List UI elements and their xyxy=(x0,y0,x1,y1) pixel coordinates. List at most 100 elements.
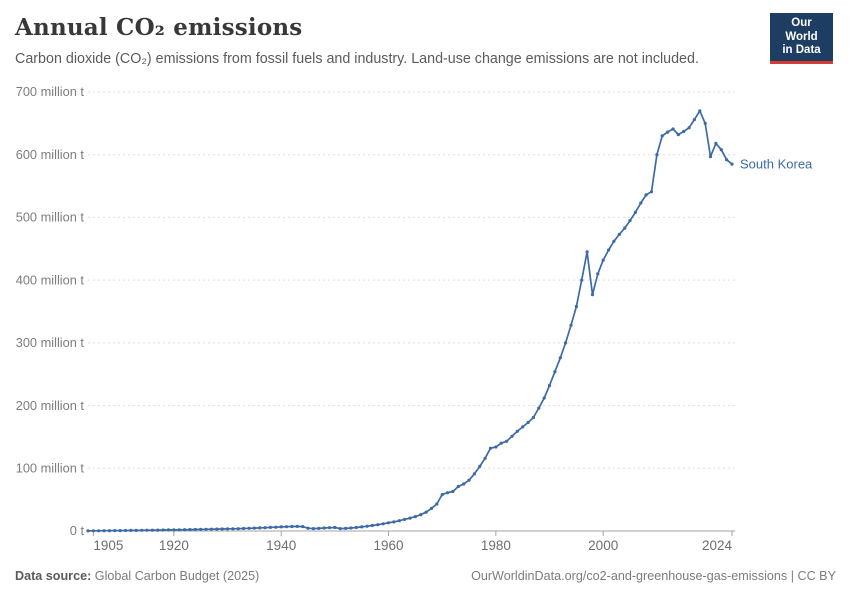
data-point[interactable] xyxy=(531,415,536,420)
data-point[interactable] xyxy=(456,484,460,489)
data-point[interactable] xyxy=(499,441,503,445)
data-point[interactable] xyxy=(569,323,573,327)
data-point[interactable] xyxy=(708,155,713,159)
data-point[interactable] xyxy=(236,527,240,531)
data-point[interactable] xyxy=(97,529,101,533)
data-point[interactable] xyxy=(558,356,562,360)
data-point[interactable] xyxy=(537,406,541,410)
data-point[interactable] xyxy=(424,510,428,514)
data-point[interactable] xyxy=(376,523,380,527)
data-point[interactable] xyxy=(403,517,407,522)
data-point[interactable] xyxy=(306,526,310,530)
data-point[interactable] xyxy=(274,525,278,529)
data-point[interactable] xyxy=(156,528,160,532)
data-point[interactable] xyxy=(639,201,643,205)
data-point[interactable] xyxy=(607,248,611,252)
data-point[interactable] xyxy=(333,525,337,530)
data-point[interactable] xyxy=(671,127,675,131)
data-point[interactable] xyxy=(494,445,498,449)
series-label[interactable]: South Korea xyxy=(740,157,813,172)
data-point[interactable] xyxy=(521,425,525,429)
data-point[interactable] xyxy=(644,193,648,197)
data-point[interactable] xyxy=(617,232,621,236)
data-point[interactable] xyxy=(107,529,112,533)
data-point[interactable] xyxy=(719,148,723,152)
data-point[interactable] xyxy=(204,527,208,531)
data-point[interactable] xyxy=(596,272,600,276)
data-point[interactable] xyxy=(166,528,171,532)
data-point[interactable] xyxy=(392,520,396,524)
data-point[interactable] xyxy=(231,527,235,531)
data-point[interactable] xyxy=(365,524,369,528)
data-point[interactable] xyxy=(225,527,230,531)
data-point[interactable] xyxy=(188,528,192,532)
data-point[interactable] xyxy=(547,383,552,388)
data-point[interactable] xyxy=(118,529,122,533)
data-point[interactable] xyxy=(290,524,294,529)
data-point[interactable] xyxy=(91,529,95,533)
data-point[interactable] xyxy=(397,519,401,523)
data-point[interactable] xyxy=(478,464,482,468)
data-point[interactable] xyxy=(193,527,197,532)
data-point[interactable] xyxy=(215,527,219,531)
data-point[interactable] xyxy=(220,527,224,531)
data-point[interactable] xyxy=(354,525,358,530)
data-point[interactable] xyxy=(440,493,444,497)
data-point[interactable] xyxy=(344,526,348,531)
data-point[interactable] xyxy=(510,434,514,438)
data-point[interactable] xyxy=(676,133,680,137)
data-point[interactable] xyxy=(279,525,283,529)
data-point[interactable] xyxy=(714,141,718,145)
data-point[interactable] xyxy=(360,525,364,529)
data-point[interactable] xyxy=(140,528,144,532)
data-point[interactable] xyxy=(317,526,321,531)
data-point[interactable] xyxy=(612,239,616,243)
data-point[interactable] xyxy=(413,515,417,519)
data-point[interactable] xyxy=(660,134,664,138)
data-point[interactable] xyxy=(590,293,595,297)
data-point[interactable] xyxy=(381,522,385,526)
data-point[interactable] xyxy=(585,250,589,254)
data-point[interactable] xyxy=(258,526,262,530)
data-point[interactable] xyxy=(564,341,568,345)
data-point[interactable] xyxy=(419,513,423,517)
data-point[interactable] xyxy=(633,210,638,214)
data-point[interactable] xyxy=(86,529,90,533)
data-point[interactable] xyxy=(124,528,128,533)
data-point[interactable] xyxy=(698,109,702,113)
data-point[interactable] xyxy=(209,527,213,531)
data-point[interactable] xyxy=(113,529,117,533)
data-point[interactable] xyxy=(467,478,471,482)
data-point[interactable] xyxy=(649,190,654,194)
data-point[interactable] xyxy=(295,524,299,529)
data-point[interactable] xyxy=(655,153,659,157)
data-point[interactable] xyxy=(268,525,273,530)
data-point[interactable] xyxy=(172,528,176,532)
data-point[interactable] xyxy=(429,506,434,510)
data-point[interactable] xyxy=(338,527,342,531)
data-point[interactable] xyxy=(462,482,466,486)
data-point[interactable] xyxy=(327,526,332,530)
data-point[interactable] xyxy=(682,129,686,134)
data-point[interactable] xyxy=(145,528,149,532)
data-point[interactable] xyxy=(488,446,493,450)
data-point[interactable] xyxy=(446,491,450,495)
data-point[interactable] xyxy=(692,118,697,122)
data-point[interactable] xyxy=(408,516,412,520)
data-point[interactable] xyxy=(703,121,707,125)
data-point[interactable] xyxy=(199,527,203,532)
data-point[interactable] xyxy=(553,370,557,374)
data-point[interactable] xyxy=(285,525,289,529)
data-point[interactable] xyxy=(370,523,374,528)
data-point[interactable] xyxy=(580,278,584,282)
data-point[interactable] xyxy=(483,456,487,460)
data-point[interactable] xyxy=(687,126,691,130)
data-point[interactable] xyxy=(242,526,246,531)
data-point[interactable] xyxy=(311,527,315,531)
data-point[interactable] xyxy=(725,158,729,162)
data-point[interactable] xyxy=(161,528,165,532)
owid-logo[interactable]: Our World in Data xyxy=(770,13,833,64)
data-point[interactable] xyxy=(730,162,734,166)
data-point[interactable] xyxy=(505,439,509,443)
